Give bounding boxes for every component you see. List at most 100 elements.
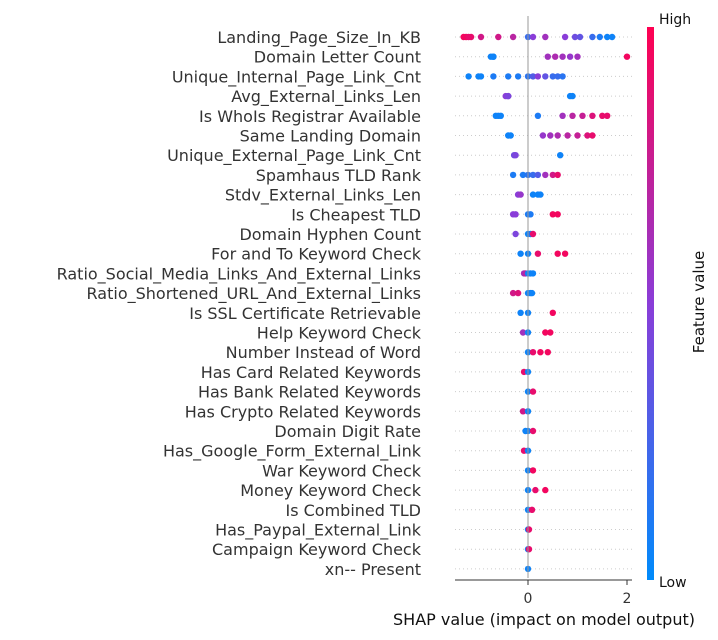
feature-label: Domain Hyphen Count <box>239 225 421 244</box>
shap-point <box>549 309 556 316</box>
shap-point <box>525 546 533 553</box>
shap-point <box>559 53 566 60</box>
shap-point <box>542 171 549 179</box>
shap-point <box>542 33 549 41</box>
shap-point <box>529 467 537 474</box>
shap-point <box>544 53 551 60</box>
shap-point <box>589 112 596 120</box>
shap-point <box>529 349 537 356</box>
shap-point <box>574 132 581 139</box>
shap-point <box>465 73 472 80</box>
shap-point <box>467 33 475 41</box>
shap-point <box>514 73 522 80</box>
shap-point <box>519 408 527 415</box>
shap-point <box>569 92 576 100</box>
feature-label: Campaign Keyword Check <box>212 540 422 559</box>
shap-point <box>566 53 574 60</box>
shap-point <box>537 191 544 198</box>
shap-point <box>495 33 502 41</box>
shap-point <box>554 73 561 80</box>
feature-label: Has Card Related Keywords <box>201 363 421 382</box>
feature-label: Stdv_External_Links_Len <box>225 186 421 206</box>
shap-point <box>579 112 586 120</box>
shap-point <box>525 526 533 533</box>
shap-point <box>519 171 527 179</box>
shap-points <box>460 33 631 573</box>
x-tick-label: 0 <box>524 591 533 607</box>
shap-point <box>608 33 616 41</box>
shap-point <box>517 191 524 198</box>
shap-point <box>549 211 556 218</box>
feature-label: Is WhoIs Registrar Available <box>199 107 421 126</box>
colorbar <box>647 27 654 580</box>
shap-point <box>517 250 524 257</box>
feature-label: Unique_External_Page_Link_Cnt <box>167 146 421 166</box>
shap-point <box>554 171 561 179</box>
feature-label: Has Bank Related Keywords <box>198 383 421 402</box>
shap-point <box>549 171 556 179</box>
shap-point <box>561 250 569 257</box>
feature-label: Help Keyword Check <box>257 324 422 343</box>
shap-point <box>589 132 596 139</box>
shap-point <box>509 289 517 297</box>
shap-point <box>512 152 519 159</box>
feature-label: Domain Letter Count <box>254 48 421 67</box>
shap-point <box>549 73 556 80</box>
shap-point <box>509 33 517 41</box>
shap-point <box>528 289 536 297</box>
colorbar-title: Feature value <box>690 251 708 353</box>
shap-point <box>477 73 485 80</box>
shap-point <box>534 171 542 179</box>
shap-point <box>529 270 537 277</box>
feature-label: Unique_Internal_Page_Link_Cnt <box>172 67 421 87</box>
shap-point <box>599 112 606 120</box>
shap-point <box>509 171 517 179</box>
feature-label: Ratio_Shortened_URL_And_External_Links <box>87 284 421 304</box>
feature-label: xn-- Present <box>325 560 421 579</box>
feature-label: Has_Paypal_External_Link <box>215 521 422 541</box>
shap-point <box>534 250 542 257</box>
colorbar-high-label: High <box>659 12 691 28</box>
feature-label: Is SSL Certificate Retrievable <box>189 304 421 323</box>
shap-point <box>589 33 596 41</box>
shap-point <box>554 211 561 218</box>
shap-point <box>529 388 537 395</box>
x-tick-label: 2 <box>623 591 632 607</box>
shap-point <box>490 73 497 80</box>
shap-point <box>519 329 527 336</box>
shap-point <box>529 33 537 41</box>
feature-label: Is Cheapest TLD <box>291 205 421 224</box>
shap-point <box>574 53 581 60</box>
shap-point <box>584 132 591 139</box>
shap-point <box>537 349 544 356</box>
shap-point <box>532 486 539 494</box>
feature-label: Domain Digit Rate <box>274 422 421 441</box>
shap-point <box>514 289 522 297</box>
shap-point <box>547 132 554 139</box>
feature-label: Money Keyword Check <box>240 481 422 500</box>
shap-point <box>477 33 485 41</box>
shap-point <box>547 329 554 336</box>
shap-point <box>529 230 537 238</box>
shap-point <box>534 73 542 80</box>
shap-point <box>512 230 519 238</box>
shap-point <box>534 112 542 120</box>
shap-point <box>542 486 549 494</box>
shap-point <box>544 349 551 356</box>
shap-point <box>552 53 559 60</box>
shap-point <box>542 329 549 336</box>
shap-point <box>529 73 537 80</box>
shap-point <box>596 33 603 41</box>
feature-label: For and To Keyword Check <box>211 245 422 264</box>
shap-point <box>512 211 519 218</box>
shap-point <box>490 53 497 60</box>
shap-point <box>528 506 536 513</box>
feature-label: War Keyword Check <box>262 461 422 480</box>
feature-label: Has Crypto Related Keywords <box>185 402 421 421</box>
shap-point <box>569 112 576 120</box>
shap-point <box>604 33 611 41</box>
colorbar-low-label: Low <box>659 575 687 591</box>
